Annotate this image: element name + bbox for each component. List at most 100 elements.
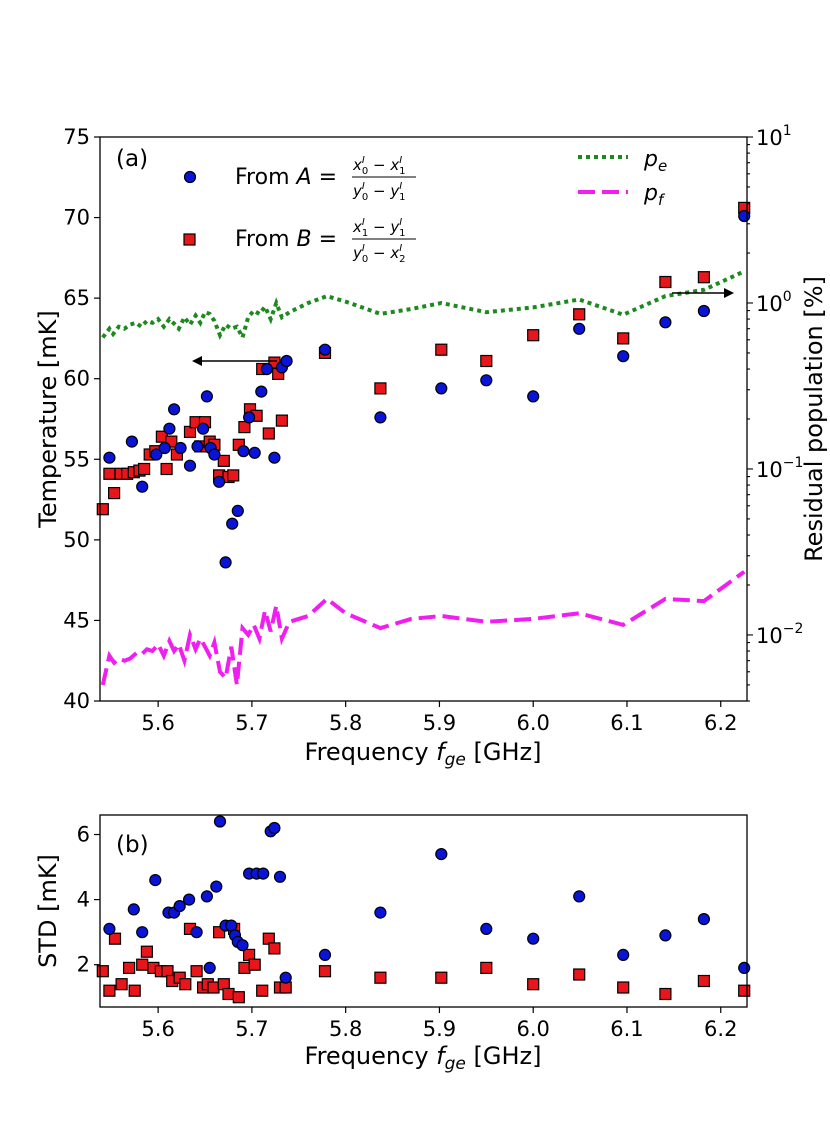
legend-circle-marker (183, 170, 197, 184)
legend-from-a-label: From (235, 165, 290, 190)
from-b-point (659, 275, 672, 289)
from-b-point (238, 421, 251, 434)
std-from-b-series (96, 922, 751, 1004)
std-from-a-point (203, 961, 216, 975)
from-a-point (318, 343, 332, 356)
std-from-b-point (238, 961, 251, 975)
legend-from-b-label: From (235, 227, 290, 252)
y-tick-label: 2 (77, 953, 90, 977)
y-tick-label: 50 (63, 528, 90, 552)
x-tick-label: 5.8 (329, 711, 362, 735)
legend-pe-label: p (643, 147, 658, 172)
x-tick-label: 6.1 (610, 711, 643, 735)
from-b-point (107, 487, 121, 500)
right-y-tick-label: 101 (756, 123, 792, 150)
std-from-a-point (127, 903, 140, 916)
panel-a-right-y-ticks: 10−2 10−1 100 101 (747, 123, 803, 702)
from-a-point (183, 459, 197, 472)
from-a-point (191, 440, 204, 453)
std-from-a-point (149, 873, 162, 887)
std-from-a-point (213, 815, 227, 828)
std-from-b-point (232, 991, 245, 1004)
std-from-a-point (435, 847, 448, 861)
from-a-point (226, 517, 239, 530)
panel-a-y-axis-label: Temperature [mK] (34, 310, 62, 529)
x-tick-label: 6.1 (610, 1017, 643, 1041)
y-tick-label: 75 (63, 125, 90, 149)
panel-a-chart: 5.6 5.7 5.8 5.9 6.0 6.1 6.2 40 45 50 55 60 65 70 75 1… (34, 123, 828, 771)
std-from-a-point (617, 948, 630, 962)
legend-from-b-denominator: yI 0 − xI 2 (352, 243, 406, 265)
from-a-point (103, 451, 116, 464)
from-b-point (573, 308, 586, 321)
from-a-point (231, 504, 244, 517)
y-tick-label: 65 (63, 286, 90, 310)
from-a-point (197, 422, 210, 435)
from-b-point (165, 435, 178, 448)
x-tick-label: 6.0 (517, 711, 550, 735)
from-b-point (138, 462, 151, 476)
y-tick-label: 40 (63, 689, 90, 713)
from-b-point (262, 427, 275, 440)
legend-pf: pf (578, 181, 666, 209)
x-tick-label: 6.2 (704, 711, 737, 735)
y-tick-label: 60 (63, 367, 90, 391)
std-from-b-point (103, 984, 116, 997)
std-from-b-point (140, 945, 153, 958)
std-from-b-point (96, 965, 109, 978)
std-from-b-point (136, 958, 149, 971)
panel-b-x-ticks: 5.6 5.7 5.8 5.9 6.0 6.1 6.2 (141, 1007, 737, 1041)
std-from-b-point (222, 987, 235, 1001)
pf-series (100, 570, 746, 686)
right-y-tick-label: 10−2 (756, 621, 803, 648)
from-a-point (158, 441, 171, 455)
from-b-point (617, 332, 630, 345)
from-a-series (103, 209, 751, 569)
std-from-b-point (573, 968, 586, 981)
y-tick-label: 4 (77, 888, 90, 912)
from-a-point (697, 304, 711, 318)
from-a-point (659, 316, 672, 329)
from-a-point (163, 422, 176, 435)
x-tick-label: 6.0 (517, 1017, 550, 1041)
panel-b-y-ticks: 2 4 6 (77, 823, 100, 977)
right-axis-arrowhead (724, 288, 734, 298)
legend-from-b-var: B (297, 227, 312, 252)
std-from-a-series (103, 815, 751, 984)
panel-a-right-y-axis-label: Residual population [%] (800, 276, 828, 562)
from-a-point (150, 448, 163, 461)
std-from-a-point (257, 867, 270, 880)
std-from-b-point (122, 961, 136, 975)
std-from-a-point (190, 926, 203, 939)
std-from-a-point (527, 932, 540, 945)
std-from-b-point (480, 961, 493, 975)
from-b-point (435, 343, 448, 356)
x-tick-label: 5.7 (235, 1017, 268, 1041)
legend-pf-label: p (643, 181, 658, 206)
std-from-b-point (115, 978, 128, 991)
legend-square-marker (183, 233, 196, 246)
from-a-point (213, 475, 226, 488)
from-a-point (573, 322, 586, 335)
panel-a-x-axis-label: Frequency fge [GHz] (305, 738, 542, 771)
from-a-point (280, 354, 293, 368)
std-from-a-point (210, 880, 223, 893)
legend-from-a-var: A (295, 165, 312, 190)
legend-from-b: From B = xI 1 − yI 1 yI 0 − xI 2 (183, 217, 416, 265)
std-from-b-point (435, 971, 448, 984)
from-a-point (208, 448, 221, 461)
from-b-point (96, 503, 109, 516)
std-from-a-point (279, 971, 292, 984)
std-from-b-point (318, 965, 332, 978)
panel-b-frame (99, 814, 748, 1008)
std-from-b-point (108, 932, 122, 945)
from-a-point (168, 403, 181, 416)
std-from-a-point (697, 912, 711, 926)
std-from-a-point (659, 929, 672, 942)
from-b-point (374, 382, 387, 395)
std-from-b-point (374, 971, 387, 984)
left-axis-arrowhead (192, 356, 202, 366)
std-from-a-point (318, 948, 332, 962)
x-tick-label: 5.9 (423, 1017, 456, 1041)
